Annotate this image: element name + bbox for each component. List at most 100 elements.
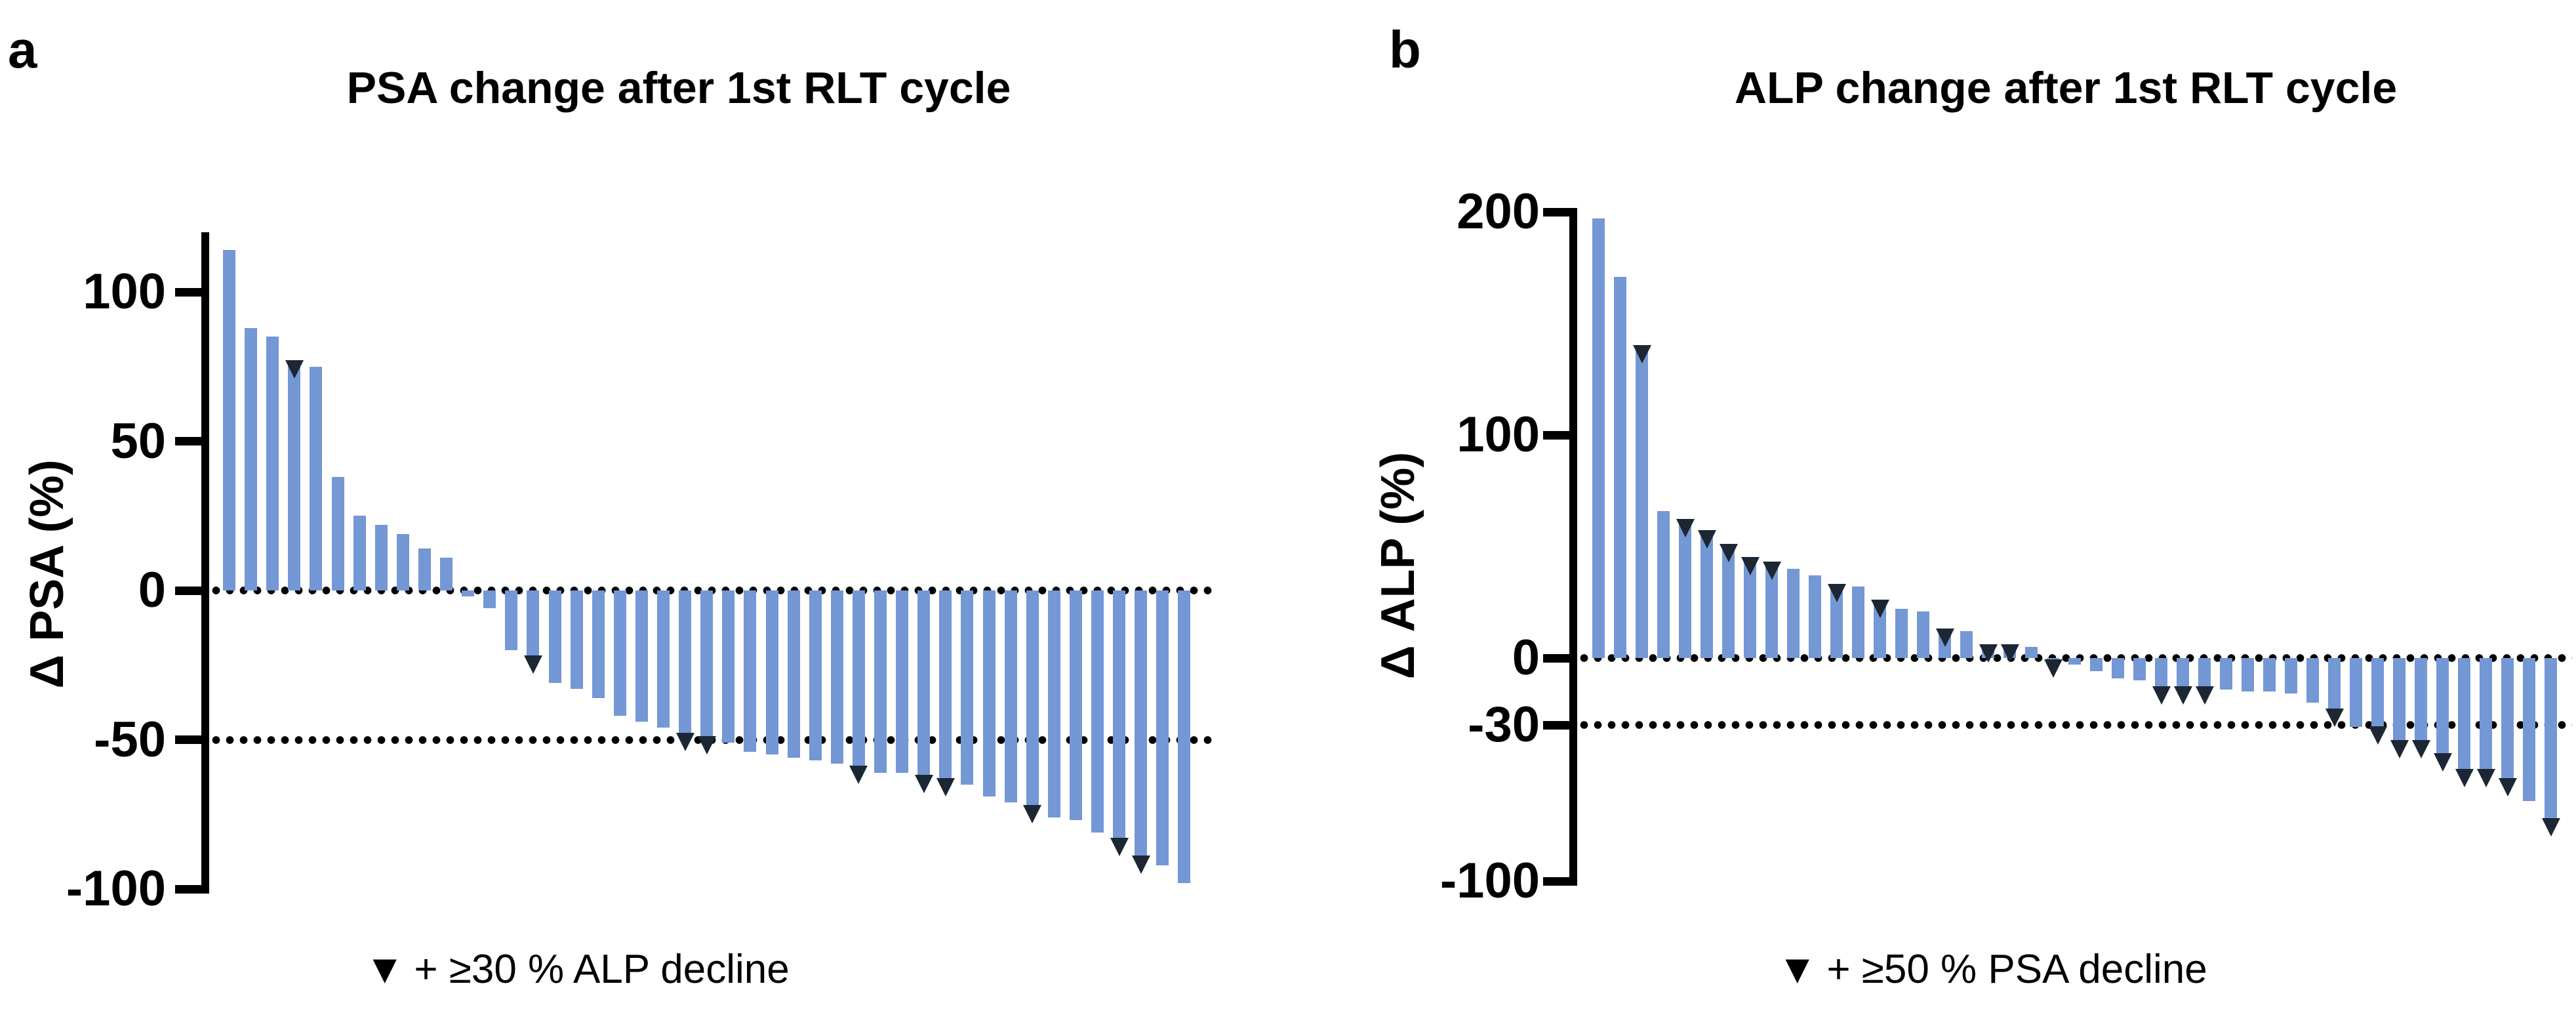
bar: [2133, 658, 2146, 680]
triangle-down-marker: [1632, 345, 1651, 363]
bar: [874, 590, 887, 773]
bar: [2155, 658, 2167, 688]
bar: [245, 327, 258, 590]
bar: [2047, 658, 2059, 661]
y-tick-label: 100: [1457, 407, 1540, 463]
bar: [1809, 575, 1821, 658]
bar: [1679, 520, 1691, 658]
bar: [1636, 346, 1648, 658]
bar: [809, 590, 822, 761]
bar: [896, 590, 909, 773]
panel-letter-a: a: [8, 20, 37, 79]
triangle-down-marker: [1023, 804, 1042, 823]
y-axis-tick: [1543, 877, 1577, 886]
legend-b: ▼ + ≥50 % PSA decline: [1777, 947, 2207, 992]
bar: [331, 477, 344, 590]
bar: [1026, 590, 1039, 806]
triangle-down-marker: [1131, 855, 1150, 874]
triangle-down-marker: [2325, 709, 2344, 728]
y-axis-tick: [1543, 653, 1577, 663]
triangle-down-icon: ▼: [365, 947, 405, 992]
bar: [2415, 658, 2427, 741]
bar: [2371, 658, 2384, 728]
y-axis-line: [201, 232, 209, 894]
triangle-down-marker: [1741, 557, 1760, 575]
triangle-down-marker: [936, 777, 955, 796]
bar: [1917, 611, 1929, 658]
bar: [2025, 647, 2038, 658]
bar: [440, 557, 453, 590]
bar: [613, 590, 626, 716]
triangle-down-marker: [2195, 686, 2214, 705]
bar: [396, 533, 409, 590]
bar: [917, 590, 931, 776]
chart-title-a: PSA change after 1st RLT cycle: [346, 63, 1011, 113]
y-tick-label: -100: [66, 861, 166, 917]
bar: [2220, 658, 2232, 690]
triangle-down-marker: [2390, 739, 2409, 758]
legend-a: ▼ + ≥30 % ALP decline: [365, 947, 790, 992]
bar: [1091, 590, 1104, 833]
bar: [982, 590, 996, 796]
y-tick-label: 0: [138, 562, 166, 618]
legend-text-b: + ≥50 % PSA decline: [1826, 947, 2207, 992]
y-axis-line: [1569, 208, 1577, 886]
triangle-down-marker: [1676, 519, 1695, 538]
y-axis-tick: [175, 735, 209, 744]
chart-title-b: ALP change after 1st RLT cycle: [1734, 63, 2398, 113]
triangle-down-marker: [523, 655, 542, 674]
bar: [635, 590, 648, 722]
y-tick-label: -50: [94, 711, 166, 768]
bar: [527, 590, 540, 657]
bar: [1047, 590, 1060, 817]
bar: [1787, 569, 1800, 658]
y-axis-tick: [175, 437, 209, 445]
y-tick-label: 50: [110, 413, 166, 469]
triangle-down-marker: [2476, 769, 2495, 787]
triangle-down-marker: [2411, 739, 2430, 758]
bar: [462, 590, 475, 597]
triangle-down-marker: [2541, 817, 2560, 836]
bar: [2198, 658, 2211, 688]
bar: [223, 250, 235, 590]
triangle-down-marker: [2368, 726, 2387, 745]
bar: [657, 590, 670, 728]
triangle-down-marker: [1697, 530, 1716, 549]
triangle-down-marker: [2433, 753, 2452, 772]
triangle-down-marker: [675, 733, 694, 752]
bar: [679, 590, 692, 734]
triangle-down-marker: [285, 360, 304, 379]
bar: [2306, 658, 2319, 703]
bar: [2328, 658, 2341, 710]
bar: [2112, 658, 2124, 678]
y-tick-label: 100: [83, 264, 166, 320]
triangle-down-marker: [849, 766, 868, 785]
y-tick-label: -30: [1468, 697, 1540, 753]
bar: [2436, 658, 2449, 754]
triangle-down-marker: [2152, 686, 2171, 705]
bar: [2501, 658, 2514, 779]
bar: [961, 590, 974, 785]
triangle-down-marker: [2043, 659, 2063, 678]
bar: [830, 590, 843, 764]
legend-text-a: + ≥30 % ALP decline: [414, 947, 790, 992]
bar: [288, 360, 301, 590]
triangle-down-marker: [1110, 837, 1129, 856]
triangle-down-icon: ▼: [1777, 947, 1818, 992]
y-axis-tick: [175, 586, 209, 595]
bar: [744, 590, 757, 752]
triangle-down-marker: [697, 735, 716, 754]
bar: [2242, 658, 2254, 691]
triangle-down-marker: [914, 775, 933, 794]
y-tick-label: 200: [1457, 184, 1540, 239]
bar: [2090, 658, 2103, 672]
triangle-down-marker: [1719, 543, 1738, 562]
bar: [1069, 590, 1082, 821]
triangle-down-marker: [2173, 686, 2192, 705]
bar: [2480, 658, 2492, 770]
y-axis-tick: [1543, 720, 1577, 730]
y-axis-tick: [175, 884, 209, 894]
triangle-down-marker: [2455, 769, 2474, 787]
